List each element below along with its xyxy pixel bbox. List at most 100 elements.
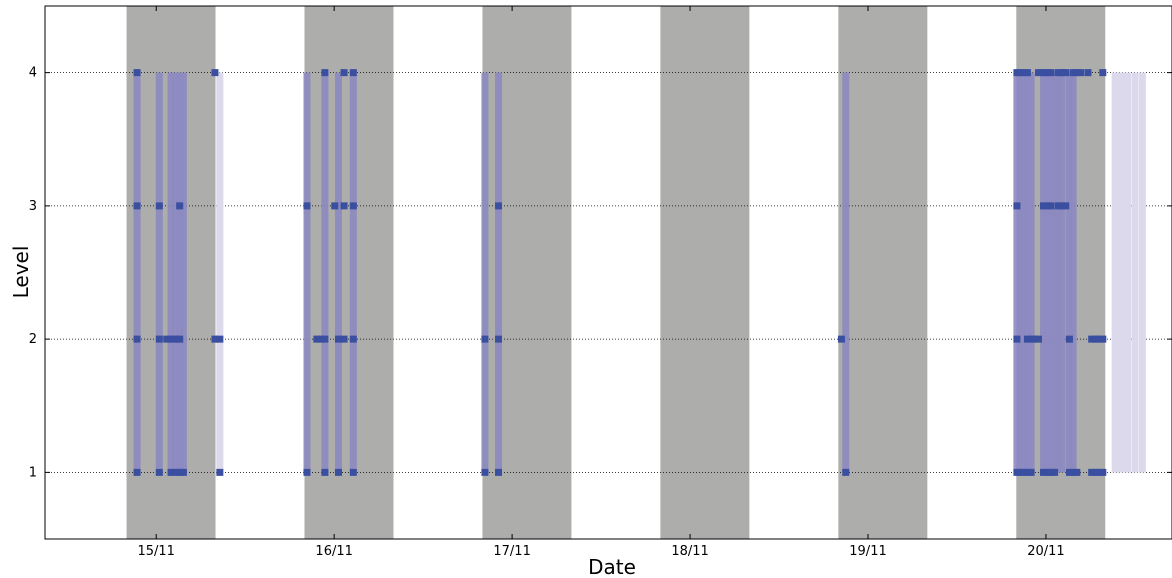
level-range-bar bbox=[133, 72, 141, 473]
data-point bbox=[1039, 202, 1047, 210]
data-point bbox=[1043, 202, 1051, 210]
level-range-bar bbox=[349, 72, 357, 473]
night-shade-band bbox=[304, 6, 394, 539]
data-point bbox=[1013, 335, 1021, 343]
level-range-bar bbox=[1016, 72, 1024, 473]
data-point bbox=[1091, 468, 1099, 476]
axis-ticks: 1 2 3 4 15/11 16/11 17/11 18/11 19/11 20/11 bbox=[29, 6, 1172, 559]
data-point bbox=[1084, 69, 1092, 77]
data-point bbox=[216, 468, 224, 476]
data-point bbox=[1095, 468, 1103, 476]
data-point bbox=[133, 468, 141, 476]
data-point bbox=[1088, 468, 1096, 476]
data-point bbox=[321, 69, 329, 77]
level-range-bar bbox=[1138, 72, 1146, 473]
data-point bbox=[133, 69, 141, 77]
data-point bbox=[1073, 69, 1081, 77]
level-range-bar bbox=[1058, 72, 1066, 473]
y-tick-label: 1 bbox=[29, 465, 37, 480]
x-tick-label: 18/11 bbox=[671, 544, 708, 559]
data-point bbox=[1023, 69, 1031, 77]
level-range-bar bbox=[842, 72, 850, 473]
night-shade-band bbox=[660, 6, 750, 539]
data-point bbox=[1058, 202, 1066, 210]
level-range-bar bbox=[481, 72, 489, 473]
data-point bbox=[481, 468, 489, 476]
data-point bbox=[321, 335, 329, 343]
x-tick-label: 15/11 bbox=[137, 544, 174, 559]
level-range-bar bbox=[1118, 72, 1126, 473]
data-point bbox=[331, 202, 339, 210]
data-point bbox=[1069, 69, 1077, 77]
data-point bbox=[167, 468, 175, 476]
level-range-bar bbox=[1020, 72, 1028, 473]
data-point bbox=[321, 468, 329, 476]
night-shading bbox=[126, 6, 1106, 539]
data-point bbox=[155, 202, 163, 210]
y-tick-label: 3 bbox=[29, 199, 37, 214]
data-point bbox=[1027, 468, 1035, 476]
level-range-bar bbox=[303, 72, 311, 473]
data-point bbox=[1023, 335, 1031, 343]
level-range-bar bbox=[495, 72, 503, 473]
data-point bbox=[1062, 69, 1070, 77]
data-point bbox=[334, 468, 342, 476]
x-tick-label: 17/11 bbox=[493, 544, 530, 559]
level-range-bar bbox=[1131, 72, 1139, 473]
data-point bbox=[179, 468, 187, 476]
data-point bbox=[1035, 335, 1043, 343]
data-point bbox=[1043, 69, 1051, 77]
data-point bbox=[303, 468, 311, 476]
data-point bbox=[1065, 335, 1073, 343]
data-point bbox=[155, 335, 163, 343]
data-point bbox=[303, 202, 311, 210]
y-axis-title: Level bbox=[9, 246, 33, 299]
data-point bbox=[334, 335, 342, 343]
data-point bbox=[842, 468, 850, 476]
data-point bbox=[1099, 468, 1107, 476]
level-ranges bbox=[133, 72, 1146, 473]
data-point bbox=[1043, 468, 1051, 476]
data-point bbox=[1054, 202, 1062, 210]
level-range-bar bbox=[1069, 72, 1077, 473]
level-range-bar bbox=[1027, 72, 1035, 473]
data-point bbox=[176, 468, 184, 476]
data-point bbox=[211, 69, 219, 77]
data-point bbox=[171, 335, 179, 343]
level-range-bar bbox=[171, 72, 179, 473]
x-tick-label: 16/11 bbox=[315, 544, 352, 559]
night-shade-band bbox=[838, 6, 928, 539]
data-point bbox=[1035, 69, 1043, 77]
plot-frame bbox=[44, 5, 1172, 540]
data-point bbox=[1073, 468, 1081, 476]
x-axis-title: Date bbox=[588, 555, 636, 578]
data-point bbox=[155, 468, 163, 476]
level-range-bar bbox=[321, 72, 329, 473]
data-point bbox=[176, 202, 184, 210]
level-range-bar bbox=[179, 72, 187, 473]
data-point bbox=[340, 69, 348, 77]
data-point bbox=[1065, 468, 1073, 476]
data-point bbox=[349, 335, 357, 343]
data-point bbox=[1016, 468, 1024, 476]
level-range-bar bbox=[167, 72, 175, 473]
data-point bbox=[1069, 468, 1077, 476]
data-point bbox=[837, 335, 845, 343]
x-tick-label: 19/11 bbox=[849, 544, 886, 559]
data-point bbox=[1099, 335, 1107, 343]
level-range-bar bbox=[216, 72, 224, 473]
y-tick-label: 4 bbox=[29, 66, 37, 81]
data-points bbox=[133, 69, 1107, 476]
data-point bbox=[317, 335, 325, 343]
data-point bbox=[1095, 335, 1103, 343]
data-point bbox=[211, 335, 219, 343]
data-point bbox=[495, 202, 503, 210]
data-point bbox=[1013, 202, 1021, 210]
data-point bbox=[1054, 69, 1062, 77]
data-point bbox=[349, 468, 357, 476]
data-point bbox=[1091, 335, 1099, 343]
y-tick-label: 2 bbox=[29, 332, 37, 347]
data-point bbox=[1058, 69, 1066, 77]
x-tick-label: 20/11 bbox=[1027, 544, 1064, 559]
